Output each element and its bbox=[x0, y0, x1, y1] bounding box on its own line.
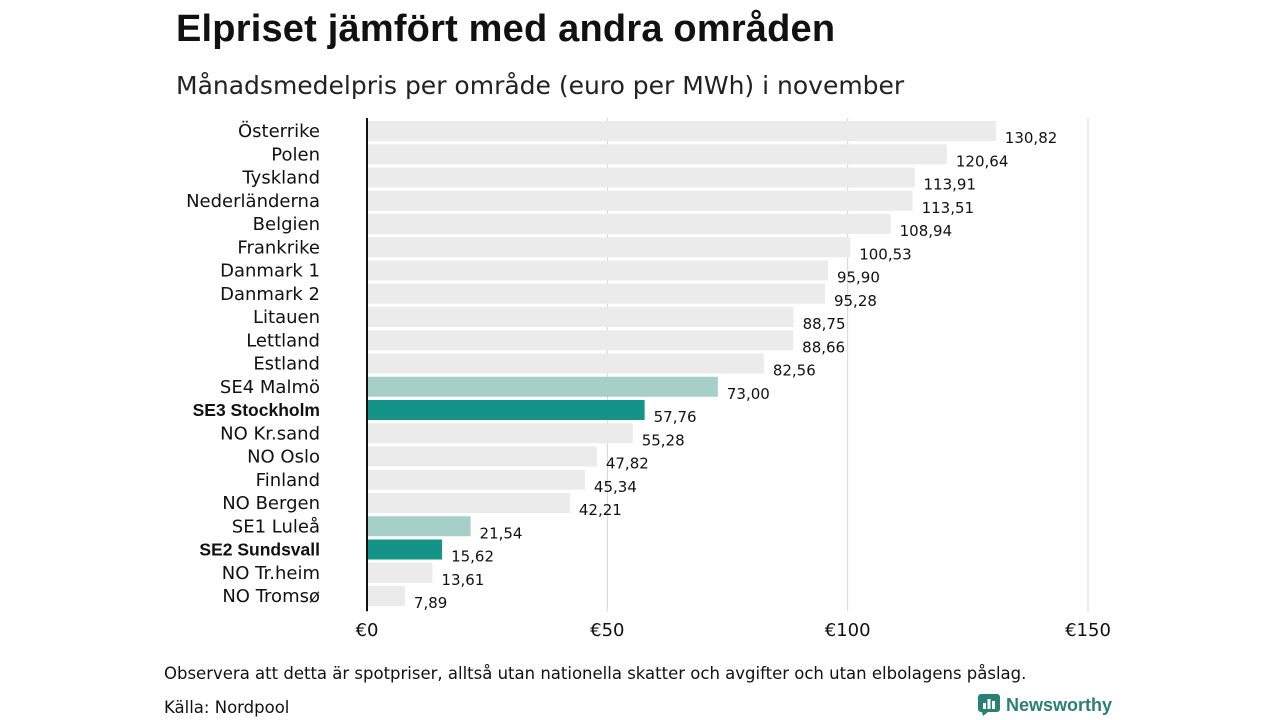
category-label: NO Bergen bbox=[222, 493, 320, 514]
value-label: 88,75 bbox=[803, 315, 846, 333]
category-label: Litauen bbox=[253, 307, 320, 328]
category-label: Finland bbox=[256, 470, 320, 491]
bar bbox=[367, 516, 471, 537]
category-label: NO Tr.heim bbox=[222, 563, 320, 584]
value-label: 13,61 bbox=[441, 571, 484, 589]
category-label: Belgien bbox=[253, 214, 320, 235]
value-label: 42,21 bbox=[579, 501, 622, 519]
value-label: 82,56 bbox=[773, 362, 816, 380]
category-label: Lettland bbox=[246, 330, 320, 351]
bar bbox=[367, 283, 825, 304]
bar bbox=[367, 586, 405, 606]
footnote: Observera att detta är spotpriser, allts… bbox=[164, 664, 1027, 683]
category-label: SE2 Sundsvall bbox=[199, 540, 320, 560]
bar bbox=[367, 493, 570, 513]
bar bbox=[367, 330, 794, 351]
category-label: Polen bbox=[271, 144, 320, 165]
bar bbox=[367, 446, 597, 467]
value-label: 15,62 bbox=[451, 548, 494, 566]
category-label: Danmark 2 bbox=[220, 284, 320, 305]
value-label: 55,28 bbox=[642, 431, 685, 449]
category-label: NO Tromsø bbox=[222, 586, 320, 607]
bar bbox=[367, 307, 794, 327]
bar bbox=[367, 376, 718, 397]
chart-title: Elpriset jämfört med andra områden bbox=[176, 8, 836, 50]
value-label: 130,82 bbox=[1005, 129, 1058, 147]
category-label: NO Oslo bbox=[247, 447, 320, 468]
value-label: 73,00 bbox=[727, 385, 770, 403]
category-label: Nederländerna bbox=[186, 191, 320, 212]
bar bbox=[367, 400, 645, 420]
value-label: 108,94 bbox=[900, 222, 953, 240]
category-label: Österrike bbox=[238, 120, 320, 142]
value-label: 57,76 bbox=[654, 408, 697, 426]
tick-label: €100 bbox=[825, 620, 871, 641]
tick-label: €50 bbox=[590, 620, 624, 641]
bar bbox=[367, 260, 828, 281]
value-label: 47,82 bbox=[606, 455, 649, 473]
category-label: NO Kr.sand bbox=[220, 423, 320, 444]
value-label: 7,89 bbox=[414, 594, 447, 612]
bar bbox=[367, 190, 913, 211]
chart-subtitle: Månadsmedelpris per område (euro per MWh… bbox=[176, 71, 905, 100]
category-label: SE3 Stockholm bbox=[193, 400, 320, 420]
bar bbox=[367, 353, 764, 374]
value-label: 88,66 bbox=[802, 338, 845, 356]
newsworthy-logo-icon bbox=[978, 694, 1000, 716]
value-label: 95,28 bbox=[834, 292, 877, 310]
value-label: 45,34 bbox=[594, 478, 637, 496]
value-label: 113,91 bbox=[924, 176, 977, 194]
bar bbox=[367, 121, 996, 141]
brand-logo: Newsworthy bbox=[978, 694, 1112, 716]
category-label: Danmark 1 bbox=[220, 261, 320, 282]
category-label: Frankrike bbox=[237, 237, 320, 258]
bar bbox=[367, 144, 947, 165]
tick-label: €150 bbox=[1065, 620, 1111, 641]
bar bbox=[367, 237, 851, 258]
value-label: 113,51 bbox=[922, 199, 975, 217]
category-label: SE4 Malmö bbox=[220, 377, 320, 398]
brand-name: Newsworthy bbox=[1006, 694, 1113, 715]
value-label: 95,90 bbox=[837, 269, 880, 287]
bar bbox=[367, 167, 915, 188]
category-label: SE1 Luleå bbox=[232, 516, 320, 537]
category-label: Estland bbox=[253, 354, 320, 375]
source-note: Källa: Nordpool bbox=[164, 698, 290, 717]
category-label: Tyskland bbox=[241, 168, 320, 189]
value-label: 100,53 bbox=[859, 245, 912, 263]
bar-chart: Österrike 130,82 Polen 120,64 Tyskland 113,91… bbox=[186, 118, 1111, 641]
value-label: 21,54 bbox=[480, 524, 523, 542]
bar bbox=[367, 539, 443, 560]
bar bbox=[367, 214, 891, 234]
bar bbox=[367, 562, 433, 583]
value-label: 120,64 bbox=[956, 152, 1009, 170]
tick-label: €0 bbox=[356, 620, 379, 641]
bar bbox=[367, 469, 585, 490]
bar bbox=[367, 423, 633, 444]
